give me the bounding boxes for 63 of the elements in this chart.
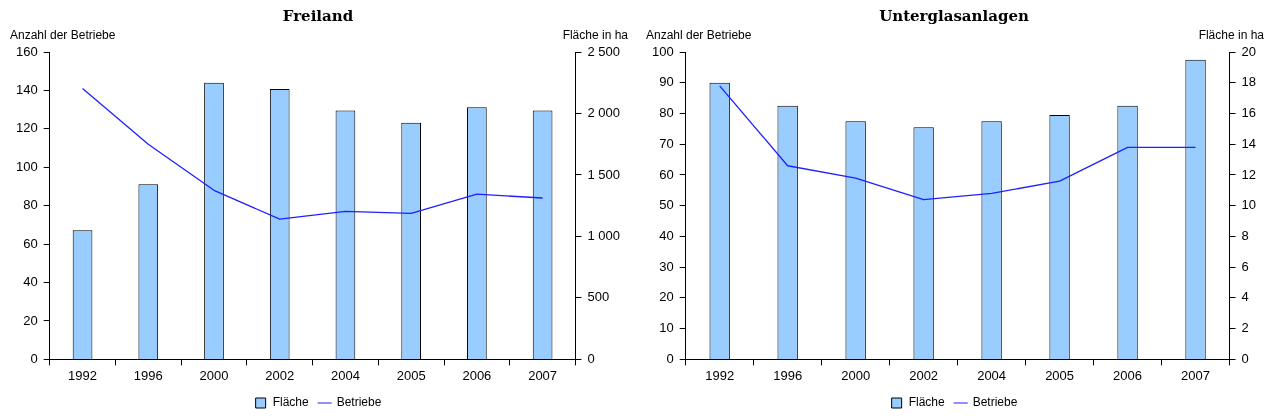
y2-tick-label: 2 000	[587, 105, 621, 121]
y2-axis-title: Fläche in ha	[562, 28, 629, 43]
y2-tick-label: 6	[1241, 258, 1249, 274]
y2-tick-label: 0	[1241, 350, 1249, 366]
x-tick-label: 1996	[773, 367, 803, 383]
chart-title: Freiland	[282, 6, 354, 25]
y-tick-label: 20	[23, 312, 38, 328]
y2-tick-label: 4	[1241, 289, 1249, 305]
y-tick-label: 50	[659, 197, 674, 213]
x-tick-label: 1992	[705, 367, 735, 383]
y-tick-label: 90	[659, 74, 674, 90]
y2-tick-label: 1 500	[587, 166, 621, 182]
y2-tick-label: 2	[1241, 320, 1249, 336]
x-tick-label: 2004	[330, 367, 360, 383]
y2-axis-title: Fläche in ha	[1198, 28, 1265, 43]
y-axis-title: Anzahl der Betriebe	[10, 28, 116, 43]
y-tick-label: 100	[651, 43, 674, 59]
y-tick-label: 100	[15, 158, 38, 174]
x-tick-label: 2000	[199, 367, 229, 383]
y2-tick-label: 14	[1241, 135, 1257, 151]
y-tick-label: 160	[15, 43, 38, 59]
y-tick-label: 60	[23, 235, 38, 251]
y2-tick-label: 500	[587, 289, 610, 305]
y2-tick-label: 2 500	[587, 43, 621, 59]
x-tick-label: 2004	[977, 367, 1007, 383]
y-tick-label: 20	[659, 289, 674, 305]
y-tick-label: 140	[15, 82, 38, 97]
x-tick-label: 2007	[1181, 367, 1211, 383]
y-tick-label: 60	[659, 166, 674, 182]
x-tick-label: 2006	[462, 367, 492, 383]
x-tick-label: 1996	[133, 367, 163, 383]
y-tick-label: 120	[15, 120, 38, 136]
y-tick-label: 80	[23, 197, 38, 213]
y2-tick-label: 8	[1241, 228, 1249, 244]
x-tick-label: 2002	[265, 367, 295, 383]
y-tick-label: 10	[659, 320, 674, 336]
y2-tick-label: 10	[1241, 197, 1257, 213]
x-tick-label: 2005	[396, 367, 426, 383]
y2-tick-label: 16	[1241, 105, 1257, 121]
y-axis-title: Anzahl der Betriebe	[646, 28, 752, 43]
y2-tick-label: 1 000	[587, 228, 621, 244]
y2-tick-label: 18	[1241, 74, 1257, 90]
x-tick-label: 2006	[1113, 367, 1143, 383]
legend-label: Fläche	[272, 395, 309, 410]
y-tick-label: 70	[659, 135, 674, 151]
y-tick-label: 0	[666, 350, 674, 366]
y-tick-label: 80	[659, 105, 674, 121]
legend-label: Fläche	[908, 395, 945, 410]
x-tick-label: 2002	[909, 367, 939, 383]
y-tick-label: 40	[659, 228, 674, 244]
y-tick-label: 30	[659, 258, 674, 274]
x-tick-label: 2000	[841, 367, 871, 383]
y2-tick-label: 0	[587, 350, 595, 366]
x-tick-label: 2007	[528, 367, 558, 383]
x-tick-label: 2005	[1045, 367, 1075, 383]
chart-title: Unterglasanlagen	[879, 6, 1029, 25]
y-tick-label: 40	[23, 274, 38, 290]
legend-label: Betriebe	[972, 395, 1018, 410]
y-tick-label: 0	[30, 350, 38, 366]
legend-label: Betriebe	[336, 395, 382, 410]
y2-tick-label: 12	[1241, 166, 1257, 182]
x-tick-label: 1992	[68, 367, 98, 383]
y2-tick-label: 20	[1241, 43, 1257, 59]
